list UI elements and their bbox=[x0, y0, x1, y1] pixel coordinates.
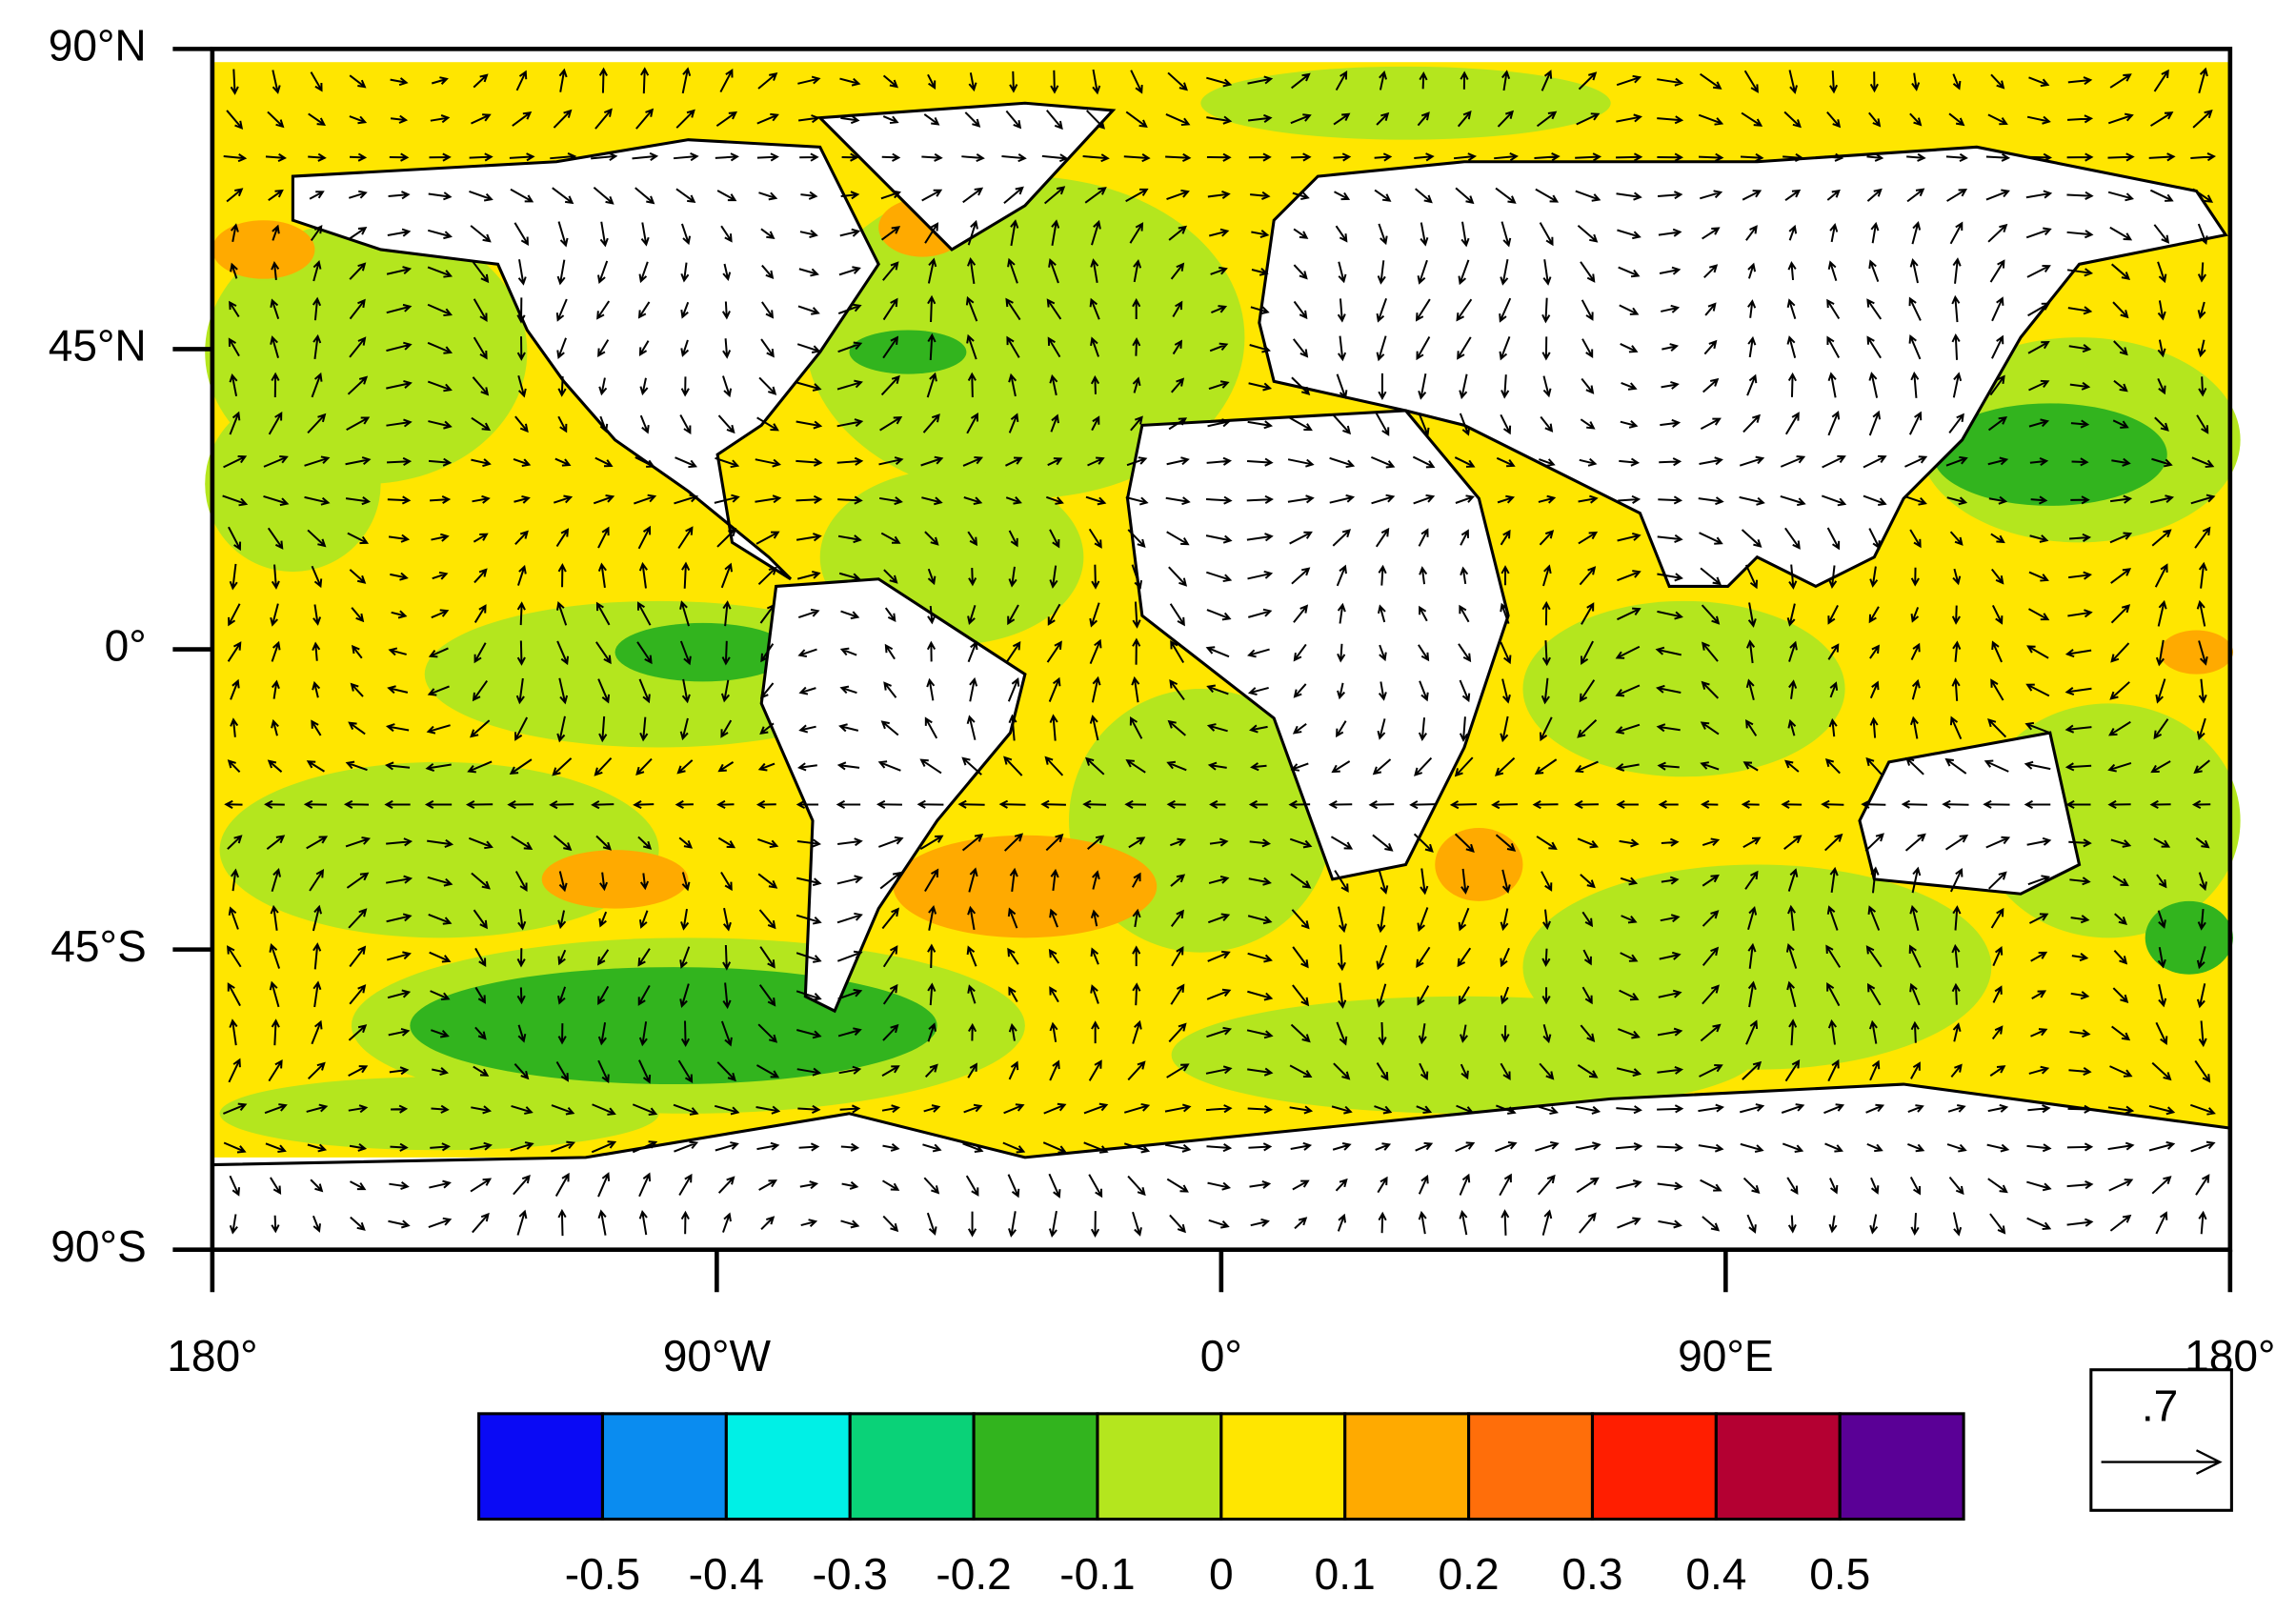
colorbar-box bbox=[1219, 1412, 1347, 1521]
field-positive bbox=[211, 198, 2233, 938]
colorbar-box bbox=[724, 1412, 852, 1521]
reference-box bbox=[2089, 1368, 2233, 1512]
colorbar-box bbox=[600, 1412, 728, 1521]
colorbar-label: 0 bbox=[1209, 1549, 1234, 1599]
lat-tick-label: 45°N bbox=[49, 321, 147, 371]
colorbar-box bbox=[1467, 1412, 1595, 1521]
colorbar-box bbox=[848, 1412, 976, 1521]
colorbar-box bbox=[1590, 1412, 1718, 1521]
colorbar-label: -0.3 bbox=[813, 1549, 888, 1599]
colorbar-label: 0.3 bbox=[1561, 1549, 1622, 1599]
colorbar-label: -0.2 bbox=[936, 1549, 1011, 1599]
land bbox=[211, 101, 2232, 1252]
colorbar-box bbox=[1838, 1412, 1965, 1521]
colorbar: -0.5 -0.4 -0.3 -0.2 -0.1 0 0.1 0.2 0.3 0.4 0.5 bbox=[477, 1412, 1965, 1599]
wind-vectors bbox=[222, 67, 2216, 1239]
colorbar-box bbox=[477, 1412, 605, 1521]
map-field bbox=[205, 62, 2241, 1252]
reference-arrow bbox=[2101, 1449, 2223, 1475]
lat-tick-label: 90°S bbox=[50, 1221, 146, 1271]
lat-tick-label: 0° bbox=[105, 621, 147, 671]
lon-tick-label: 0° bbox=[1200, 1331, 1242, 1380]
lon-tick-label: 90°W bbox=[663, 1331, 772, 1380]
colorbar-label: 0.5 bbox=[1809, 1549, 1870, 1599]
colorbar-box bbox=[1343, 1412, 1471, 1521]
colorbar-label: -0.5 bbox=[565, 1549, 640, 1599]
reference-vector: .7 bbox=[2089, 1368, 2233, 1512]
lon-tick-label: 180° bbox=[167, 1331, 257, 1380]
colorbar-label: 0.1 bbox=[1315, 1549, 1376, 1599]
reference-label: .7 bbox=[2142, 1380, 2178, 1430]
colorbar-label: 0.2 bbox=[1439, 1549, 1500, 1599]
colorbar-label: -0.4 bbox=[689, 1549, 764, 1599]
colorbar-label: 0.4 bbox=[1685, 1549, 1746, 1599]
lon-tick-label: 90°E bbox=[1678, 1331, 1773, 1380]
colorbar-label: -0.1 bbox=[1059, 1549, 1135, 1599]
colorbar-box bbox=[972, 1412, 1099, 1521]
lat-tick-label: 90°N bbox=[49, 21, 147, 71]
lat-tick-label: 45°S bbox=[50, 921, 146, 971]
colorbar-box bbox=[1714, 1412, 1842, 1521]
colorbar-box bbox=[1096, 1412, 1223, 1521]
